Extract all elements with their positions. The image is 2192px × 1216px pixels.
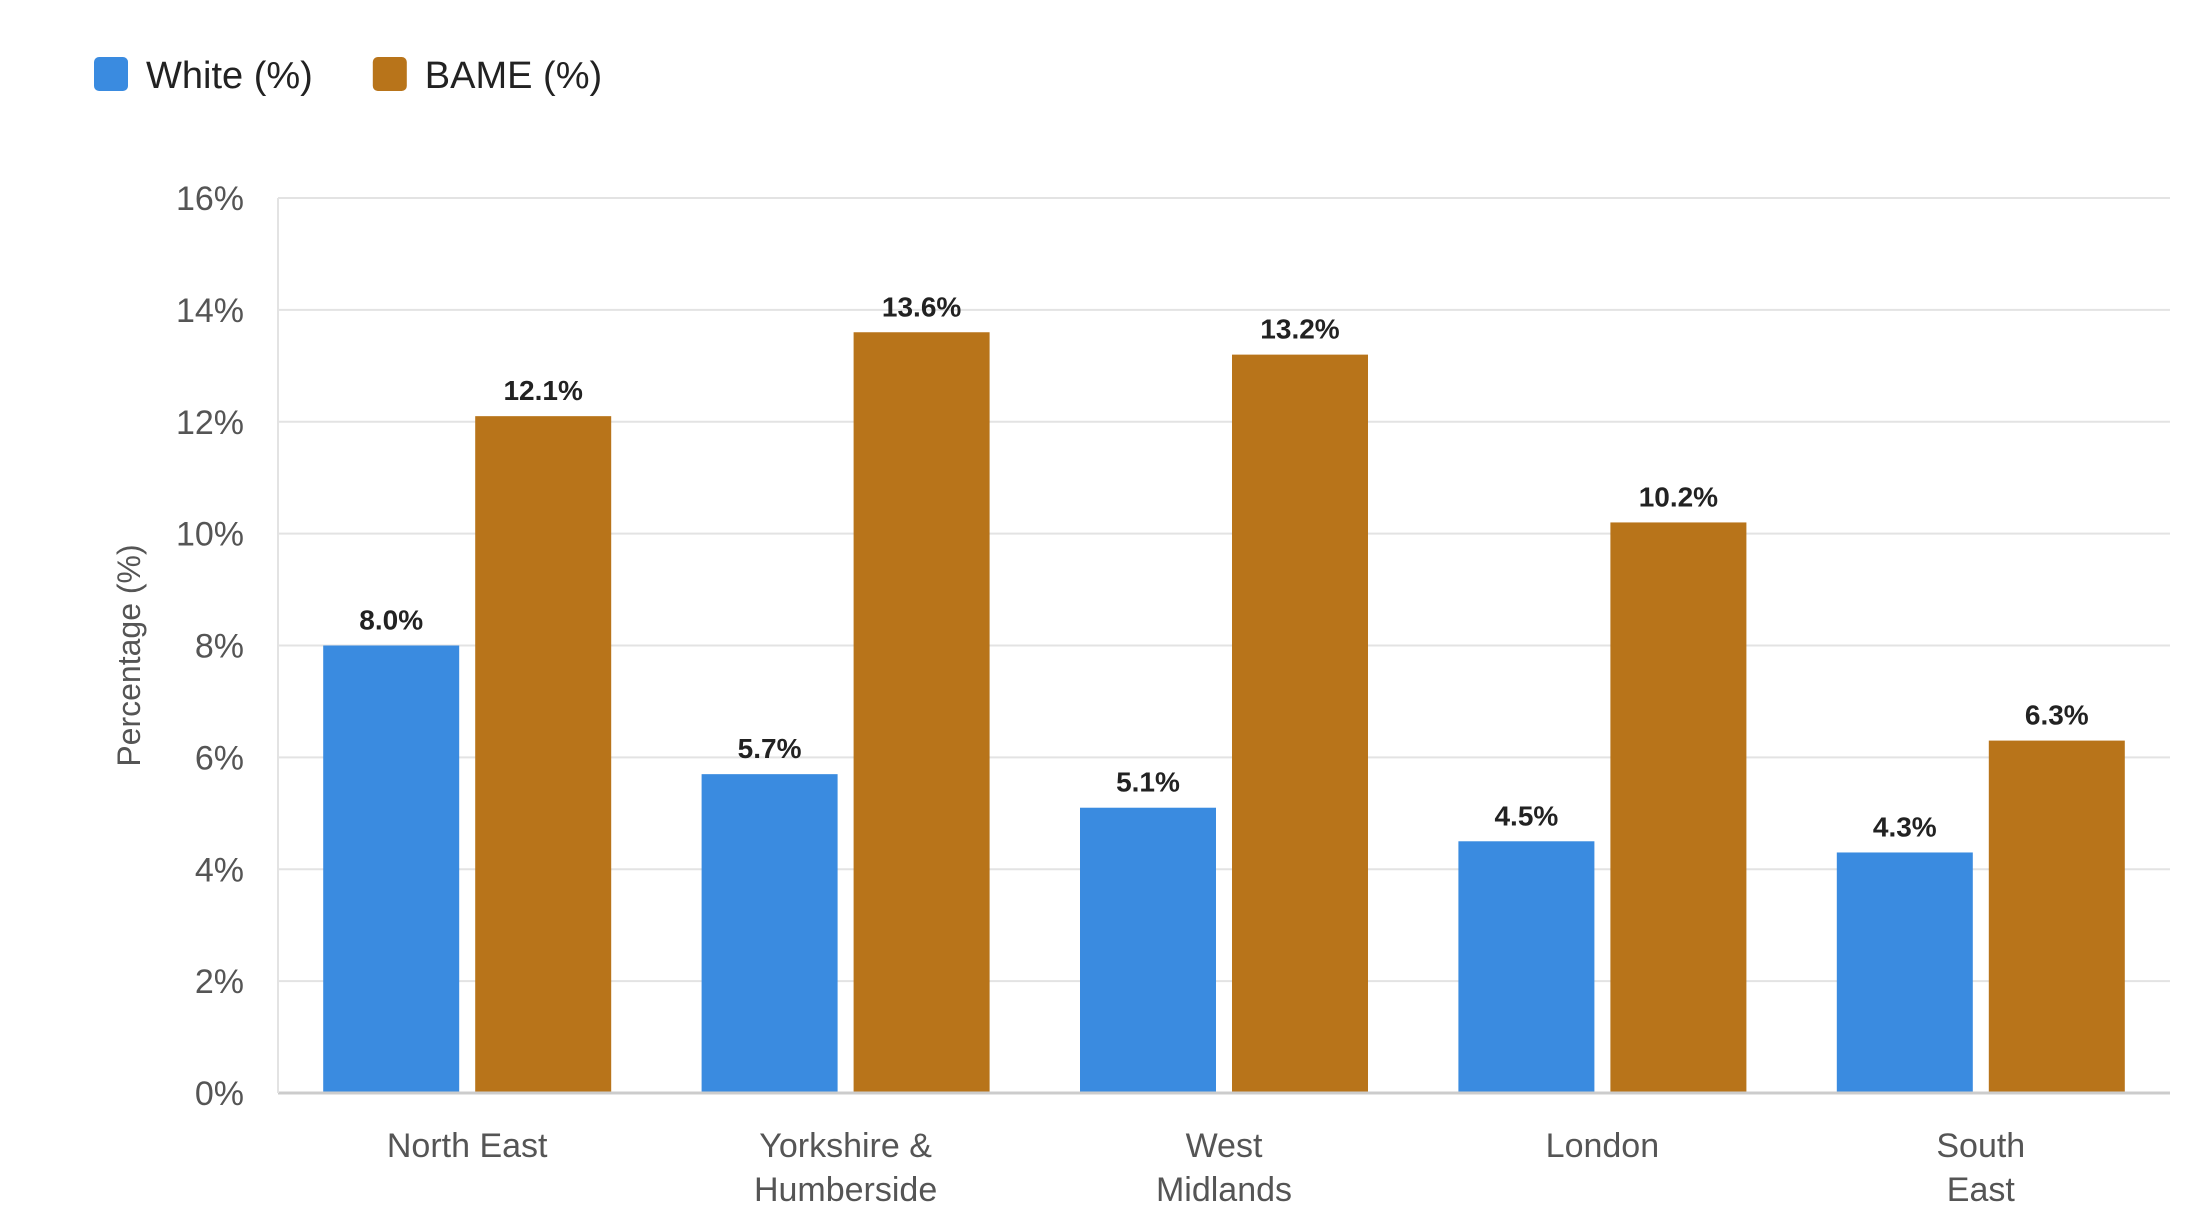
x-tick-label: Midlands bbox=[1156, 1171, 1292, 1209]
data-label: 5.1% bbox=[1116, 767, 1180, 798]
bar-bame-1 bbox=[853, 332, 990, 1093]
legend-swatch bbox=[94, 57, 128, 91]
bar-bame-4 bbox=[1988, 740, 2125, 1093]
data-label: 8.0% bbox=[359, 605, 423, 636]
bar-white-4 bbox=[1836, 852, 1973, 1093]
y-tick-label: 0% bbox=[195, 1075, 244, 1113]
data-label: 13.6% bbox=[882, 291, 961, 322]
bars: 8.0% 12.1% 5.7% 13.6% 5.1% 13.2% 4.5% 10.2% 4.3%… bbox=[323, 291, 2125, 1093]
y-tick-label: 8% bbox=[195, 628, 244, 666]
x-tick-label: East bbox=[1947, 1171, 2016, 1209]
y-tick-label: 14% bbox=[176, 292, 244, 330]
data-label: 4.3% bbox=[1873, 811, 1937, 842]
chart-legend: White (%) BAME (%) bbox=[94, 55, 602, 97]
y-axis-title: Percentage (%) bbox=[111, 544, 147, 766]
data-label: 13.2% bbox=[1260, 314, 1339, 345]
x-tick-label: Humberside bbox=[754, 1171, 937, 1209]
y-tick-label: 4% bbox=[195, 851, 244, 889]
bar-white-2 bbox=[1080, 807, 1216, 1093]
data-label: 4.5% bbox=[1494, 800, 1558, 831]
x-tick-label: North East bbox=[387, 1127, 548, 1165]
y-tick-label: 10% bbox=[176, 516, 244, 554]
legend-label: White (%) bbox=[146, 55, 313, 97]
x-tick-label: London bbox=[1546, 1127, 1659, 1165]
x-tick-label: West bbox=[1186, 1127, 1263, 1165]
bar-white-1 bbox=[701, 774, 838, 1093]
data-label: 5.7% bbox=[738, 733, 802, 764]
bar-bame-2 bbox=[1232, 354, 1368, 1093]
data-label: 10.2% bbox=[1639, 481, 1718, 512]
bar-white-0 bbox=[323, 645, 460, 1093]
y-axis-ticks: 0% 2% 4% 6% 8% 10% 12% 14% 16% bbox=[176, 180, 244, 1113]
y-tick-label: 16% bbox=[176, 180, 244, 218]
legend-swatch bbox=[372, 57, 407, 91]
y-tick-label: 6% bbox=[195, 739, 244, 777]
legend-label: BAME (%) bbox=[425, 55, 602, 97]
x-axis-labels: North East Yorkshire & Humberside West Midla… bbox=[387, 1127, 2025, 1209]
y-tick-label: 12% bbox=[176, 404, 244, 442]
data-label: 6.3% bbox=[2025, 700, 2089, 731]
bar-white-3 bbox=[1458, 841, 1595, 1093]
data-label: 12.1% bbox=[503, 375, 582, 406]
y-tick-label: 2% bbox=[195, 963, 244, 1001]
bar-bame-0 bbox=[475, 416, 612, 1093]
x-tick-label: Yorkshire & bbox=[759, 1127, 932, 1165]
bar-bame-3 bbox=[1610, 522, 1747, 1093]
x-tick-label: South bbox=[1936, 1127, 2025, 1165]
